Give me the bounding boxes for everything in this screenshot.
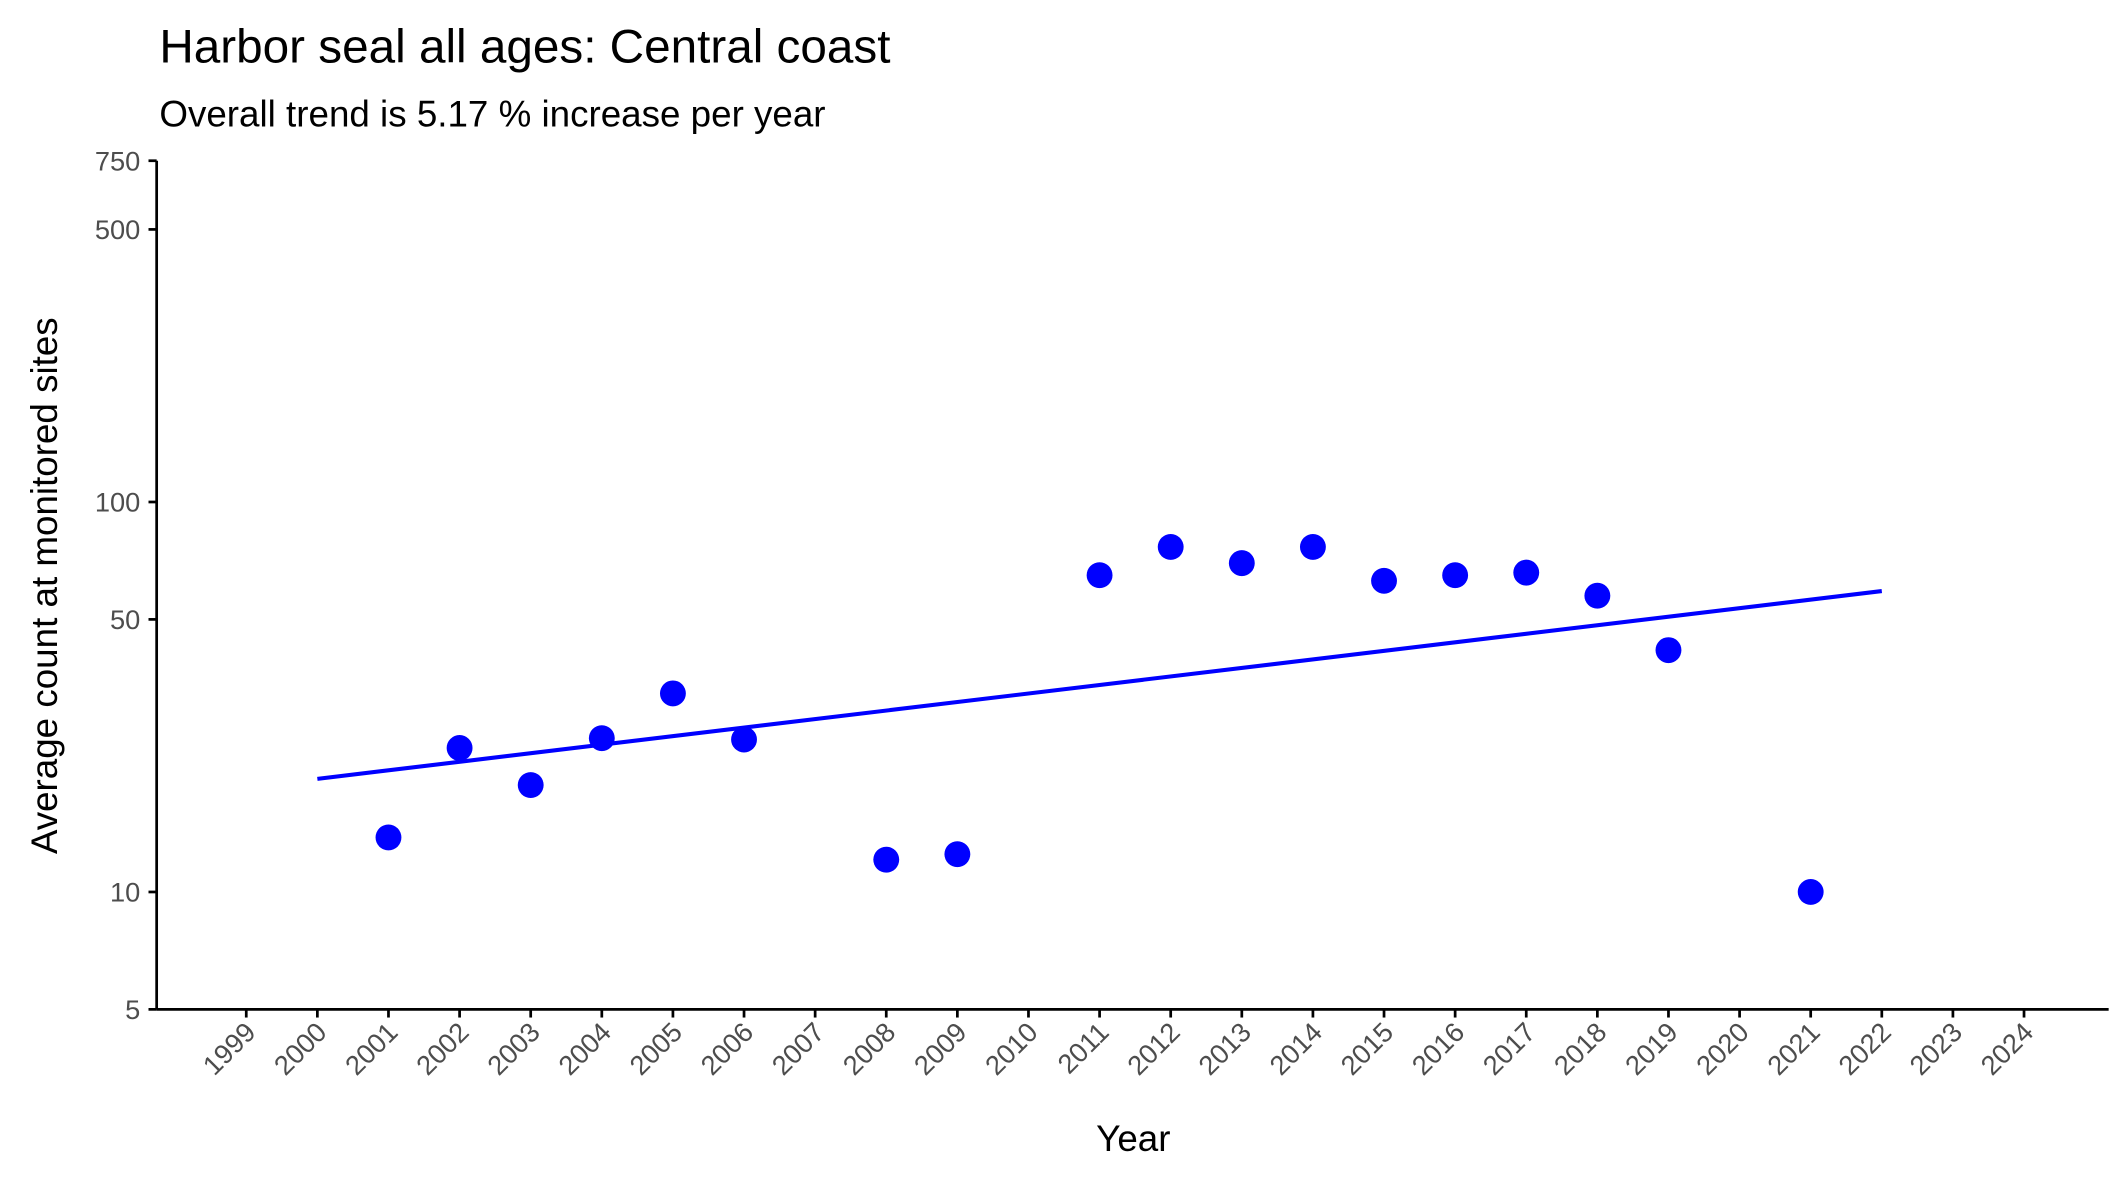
x-tick-label: 2016: [1406, 1016, 1471, 1081]
x-tick-label: 2010: [979, 1016, 1044, 1081]
chart-subtitle: Overall trend is 5.17 % increase per yea…: [159, 94, 825, 135]
x-tick-label: 2000: [268, 1016, 333, 1081]
x-tick-label: 2013: [1192, 1016, 1257, 1081]
x-tick-label: 2012: [1121, 1016, 1186, 1081]
y-tick-label: 10: [110, 877, 140, 908]
data-point: [1299, 533, 1326, 560]
x-tick-label: 2020: [1690, 1016, 1755, 1081]
x-tick-label: 2011: [1051, 1016, 1114, 1079]
y-tick-label: 100: [95, 487, 140, 518]
x-tick-label: 2015: [1334, 1016, 1399, 1081]
y-axis-title: Average count at monitored sites: [24, 317, 65, 854]
y-tick-label: 5: [125, 994, 140, 1025]
x-tick-label: 2005: [623, 1016, 688, 1081]
x-tick-label: 2024: [1974, 1016, 2039, 1081]
x-tick-label: 2002: [410, 1016, 475, 1081]
data-point: [1797, 879, 1824, 905]
chart-title: Harbor seal all ages: Central coast: [159, 21, 890, 74]
x-axis-title: Year: [1096, 1118, 1170, 1159]
x-tick-label: 2017: [1477, 1016, 1542, 1081]
trend-line: [317, 589, 1883, 781]
data-point: [1584, 582, 1611, 609]
x-tick-label: 2022: [1832, 1016, 1897, 1081]
x-tick-label: 1999: [197, 1016, 262, 1081]
data-point: [1655, 637, 1682, 664]
x-tick-label: 2006: [694, 1016, 759, 1081]
data-point: [659, 680, 686, 707]
data-point: [1157, 533, 1184, 560]
y-tick-label: 750: [95, 145, 140, 176]
y-tick-label: 500: [95, 214, 140, 245]
x-tick-label: 2023: [1903, 1016, 1968, 1081]
data-point: [1371, 567, 1397, 594]
x-tick-label: 2007: [766, 1016, 831, 1081]
x-tick-label: 2004: [552, 1016, 617, 1081]
data-point: [1228, 550, 1255, 577]
x-tick-label: 2001: [339, 1016, 404, 1081]
data-point: [375, 824, 402, 851]
data-point: [1442, 562, 1469, 589]
data-point: [517, 772, 544, 798]
x-tick-label: 2014: [1263, 1016, 1328, 1081]
data-point: [731, 726, 757, 753]
data-point: [873, 846, 900, 873]
x-tick-label: 2009: [908, 1016, 973, 1081]
data-point: [1086, 562, 1113, 589]
x-tick-label: 2003: [481, 1016, 546, 1081]
y-tick-label: 50: [110, 604, 140, 635]
x-tick-label: 2019: [1619, 1016, 1684, 1081]
data-point: [446, 735, 473, 761]
x-tick-label: 2008: [837, 1016, 902, 1081]
data-point: [944, 841, 971, 868]
data-point: [1513, 559, 1540, 586]
x-tick-label: 2018: [1548, 1016, 1613, 1081]
x-tick-label: 2021: [1761, 1016, 1826, 1081]
